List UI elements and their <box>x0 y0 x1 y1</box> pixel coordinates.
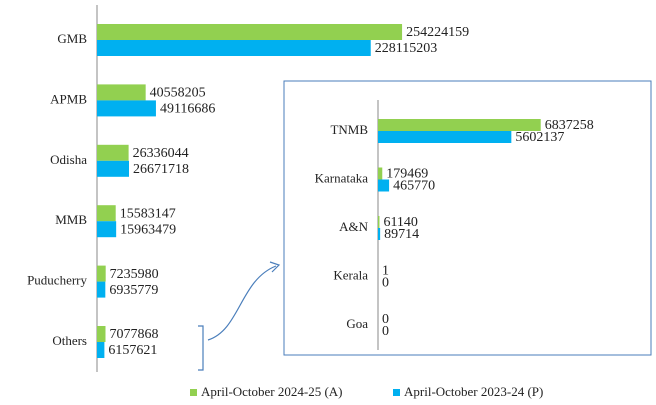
bar <box>378 228 381 240</box>
bar <box>97 100 156 117</box>
legend-label: April-October 2024-25 (A) <box>201 384 343 399</box>
bar <box>97 24 403 40</box>
y-tick-label: TNMB <box>330 122 368 137</box>
legend-swatch <box>393 389 400 396</box>
value-label: 0 <box>382 324 389 339</box>
bar <box>378 167 383 180</box>
bar <box>97 221 117 238</box>
bar <box>378 216 380 228</box>
legend-swatch <box>190 389 197 396</box>
legend-label: April-October 2023-24 (P) <box>404 384 543 399</box>
bar <box>97 160 130 177</box>
bar <box>97 265 106 282</box>
bracket <box>198 325 204 371</box>
value-label: 5602137 <box>515 130 564 145</box>
value-label: 7235980 <box>110 267 159 282</box>
value-label: 1 <box>382 264 389 279</box>
value-label: 6837258 <box>545 118 594 133</box>
y-tick-label: GMB <box>57 31 87 46</box>
bar <box>378 131 512 143</box>
bar <box>97 326 106 342</box>
value-label: 179469 <box>386 167 428 182</box>
y-tick-label: Puducherry <box>27 273 87 288</box>
value-label: 0 <box>382 312 389 327</box>
value-label: 6157621 <box>108 343 157 358</box>
y-tick-label: Karnataka <box>315 170 369 185</box>
value-label: 26336044 <box>133 146 189 161</box>
value-label: 49116686 <box>160 102 215 117</box>
value-label: 61140 <box>383 215 417 230</box>
bar <box>97 40 371 56</box>
arrow-head <box>269 261 281 273</box>
bar <box>97 144 129 161</box>
value-label: 7077868 <box>109 327 158 342</box>
value-label: 26671718 <box>133 162 189 177</box>
connector-arrow <box>207 265 277 341</box>
value-label: 254224159 <box>406 25 469 40</box>
bar <box>97 281 106 298</box>
bar <box>378 119 541 131</box>
y-tick-label: MMB <box>55 212 87 227</box>
y-tick-label: A&N <box>339 219 369 234</box>
bar <box>97 84 146 101</box>
y-tick-label: Goa <box>346 316 368 331</box>
value-label: 6935779 <box>109 283 158 298</box>
bar <box>378 179 390 192</box>
y-tick-label: APMB <box>50 91 87 106</box>
value-label: 40558205 <box>150 86 206 101</box>
y-tick-label: Odisha <box>50 152 87 167</box>
y-tick-label: Others <box>52 333 87 348</box>
value-label: 89714 <box>384 227 419 242</box>
value-label: 0 <box>382 276 389 291</box>
inset-frame <box>283 80 652 356</box>
bar <box>97 342 105 358</box>
value-label: 15583147 <box>120 206 176 221</box>
bar <box>97 205 116 222</box>
value-label: 228115203 <box>375 41 437 56</box>
value-label: 15963479 <box>120 222 176 237</box>
value-label: 465770 <box>393 179 435 194</box>
y-tick-label: Kerala <box>333 267 368 282</box>
